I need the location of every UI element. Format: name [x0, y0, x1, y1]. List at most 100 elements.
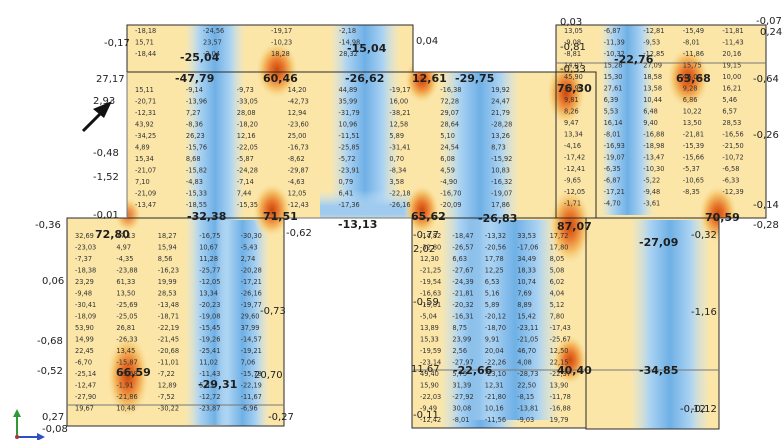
minor-label: 72,28 — [440, 98, 459, 106]
minor-label: -6,33 — [722, 177, 739, 185]
minor-label: -27,92 — [452, 393, 473, 401]
minor-label: -8,01 — [452, 416, 469, 424]
minor-label: -11,39 — [604, 39, 625, 47]
minor-label: -9,08 — [564, 39, 581, 47]
peak-label: 71,51 — [263, 210, 298, 223]
minor-label: -23,87 — [199, 405, 220, 413]
minor-label: 17,78 — [485, 255, 504, 263]
minor-label: -13,47 — [135, 201, 156, 209]
minor-label: -10,32 — [604, 50, 625, 58]
peak-label: -47,79 — [175, 72, 214, 85]
minor-label: -11,51 — [339, 132, 360, 140]
minor-label: -22,19 — [158, 324, 179, 332]
minor-label: 17,86 — [491, 201, 510, 209]
minor-label: -4,35 — [116, 255, 133, 263]
minor-label: -8,62 — [288, 155, 305, 163]
minor-label: -5,72 — [339, 155, 356, 163]
minor-label: -13,96 — [186, 98, 207, 106]
minor-label: -8,15 — [517, 393, 534, 401]
minor-label: -32,80 — [420, 244, 441, 252]
minor-label: 61,33 — [116, 278, 135, 286]
minor-label: -18,47 — [452, 232, 473, 240]
minor-label: -12,41 — [564, 165, 585, 173]
minor-label: -16,32 — [491, 178, 512, 186]
minor-label: 6,48 — [643, 108, 658, 116]
edge-label: 11,67 — [411, 364, 440, 375]
minor-label: -18,18 — [135, 27, 156, 35]
minor-label: -5,22 — [643, 177, 660, 185]
minor-label: 16,00 — [389, 98, 408, 106]
minor-label: -13,48 — [158, 301, 179, 309]
minor-label: 15,75 — [683, 62, 702, 70]
minor-label: -4,83 — [186, 178, 203, 186]
edge-label: -0,08 — [42, 424, 68, 435]
minor-label: -22,26 — [485, 359, 506, 367]
minor-label: 7,80 — [550, 313, 565, 321]
minor-label: -4,63 — [288, 178, 305, 186]
edge-label: 0,06 — [42, 276, 64, 287]
minor-label: 9,47 — [564, 119, 579, 127]
minor-label: -16,38 — [440, 86, 461, 94]
minor-label: 13,50 — [116, 290, 135, 298]
minor-label: -10,30 — [643, 165, 664, 173]
minor-label: 13,45 — [116, 347, 135, 355]
minor-label: 13,34 — [564, 131, 583, 139]
edge-label: 0,24 — [760, 27, 782, 38]
minor-label: 35,99 — [339, 98, 358, 106]
minor-label: 10,83 — [491, 167, 510, 175]
minor-label: 24,47 — [491, 98, 510, 106]
minor-label: -13,47 — [643, 154, 664, 162]
minor-label: -15,01 — [420, 301, 441, 309]
minor-label: 7,44 — [237, 190, 252, 198]
peak-label: 72,80 — [95, 228, 130, 241]
panel-outline-lower-right — [585, 217, 720, 430]
minor-label: 15,34 — [135, 155, 154, 163]
minor-label: -10,72 — [722, 154, 743, 162]
minor-label: -18,20 — [237, 121, 258, 129]
minor-label: 46,70 — [517, 347, 536, 355]
edge-label: -0,12 — [691, 404, 717, 415]
minor-label: -16,70 — [440, 190, 461, 198]
minor-label: 8,73 — [491, 144, 506, 152]
minor-label: 23,29 — [75, 278, 94, 286]
peak-label: 63,68 — [676, 72, 711, 85]
minor-label: -17,42 — [564, 154, 585, 162]
peak-label: -27,09 — [639, 236, 678, 249]
minor-label: -33,05 — [237, 98, 258, 106]
minor-label: -15,82 — [186, 167, 207, 175]
minor-label: 23,99 — [452, 336, 471, 344]
minor-label: 5,08 — [550, 267, 565, 275]
minor-label: -18,98 — [643, 142, 664, 150]
minor-label: -26,33 — [116, 336, 137, 344]
peak-label: 60,46 — [263, 72, 298, 85]
minor-label: 10,74 — [517, 278, 536, 286]
edge-label: -1,52 — [93, 172, 119, 183]
edge-label: -0,62 — [286, 228, 312, 239]
minor-label: 4,89 — [135, 144, 150, 152]
minor-label: -19,17 — [271, 27, 292, 35]
minor-label: -20,68 — [158, 347, 179, 355]
minor-label: -10,23 — [271, 39, 292, 47]
minor-label: -15,76 — [186, 144, 207, 152]
minor-label: 16,21 — [722, 85, 741, 93]
minor-label: -12,42 — [420, 416, 441, 424]
minor-label: -8,36 — [186, 121, 203, 129]
minor-label: -22,05 — [237, 144, 258, 152]
minor-label: 5,12 — [550, 301, 565, 309]
edge-label: 0,03 — [560, 17, 582, 28]
minor-label: -15,45 — [199, 324, 220, 332]
minor-label: -34,25 — [135, 132, 156, 140]
minor-label: -5,04 — [420, 313, 437, 321]
minor-label: 31,39 — [452, 382, 471, 390]
minor-label: 12,58 — [389, 121, 408, 129]
edge-label: -0,26 — [753, 130, 779, 141]
minor-label: 8,89 — [517, 301, 532, 309]
minor-label: 7,06 — [241, 359, 256, 367]
minor-label: 24,54 — [440, 144, 459, 152]
minor-label: 17,13 — [116, 232, 135, 240]
minor-label: -26,57 — [452, 244, 473, 252]
minor-label: -11,43 — [722, 39, 743, 47]
minor-label: -18,55 — [186, 201, 207, 209]
peak-label: -22,76 — [614, 53, 654, 66]
